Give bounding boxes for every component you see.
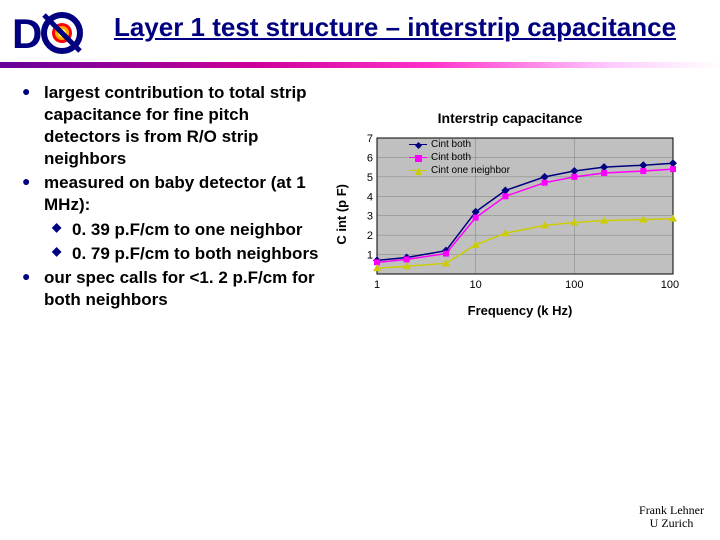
logo: D [10,8,90,58]
bullet-item: largest contribution to total strip capa… [22,82,322,170]
footer: Frank Lehner U Zurich [639,504,704,530]
content-row: largest contribution to total strip capa… [0,68,720,318]
chart-xlabel: Frequency (k Hz) [330,303,690,318]
chart-title: Interstrip capacitance [330,110,690,126]
bullet-item: measured on baby detector (at 1 MHz):0. … [22,172,322,264]
svg-text:6: 6 [367,152,373,164]
bullet-column: largest contribution to total strip capa… [22,82,322,318]
svg-text:100: 100 [565,279,583,291]
svg-text:4: 4 [367,191,373,203]
chart: Interstrip capacitance C int (p F) 1 2 3 4 5… [330,110,690,318]
chart-plot: 1 2 3 4 5 6 7 1 10 100 1000 Cint both Cint both Ci… [349,132,690,297]
svg-text:1000: 1000 [661,279,679,291]
slide-title: Layer 1 test structure – interstrip capa… [90,8,710,43]
footer-author: Frank Lehner [639,504,704,517]
legend-item: Cint both [409,151,510,164]
sub-bullet-item: 0. 39 p.F/cm to one neighbor [44,219,322,241]
svg-text:1: 1 [374,279,380,291]
chart-column: Interstrip capacitance C int (p F) 1 2 3 4 5… [322,82,708,318]
svg-text:3: 3 [367,211,373,223]
svg-text:7: 7 [367,133,373,145]
bullet-item: our spec calls for <1. 2 p.F/cm for both… [22,267,322,311]
legend-item: Cint both [409,138,510,151]
svg-text:5: 5 [367,172,373,184]
chart-legend: Cint both Cint both Cint one neighbor [409,138,510,177]
legend-item: Cint one neighbor [409,164,510,177]
sub-bullet-item: 0. 79 p.F/cm to both neighbors [44,243,322,265]
chart-ylabel: C int (p F) [330,184,349,245]
svg-text:D: D [12,10,42,57]
svg-text:2: 2 [367,230,373,242]
footer-affil: U Zurich [639,517,704,530]
header: D Layer 1 test structure – interstrip ca… [0,0,720,58]
svg-text:1: 1 [367,250,373,262]
svg-text:10: 10 [470,279,482,291]
